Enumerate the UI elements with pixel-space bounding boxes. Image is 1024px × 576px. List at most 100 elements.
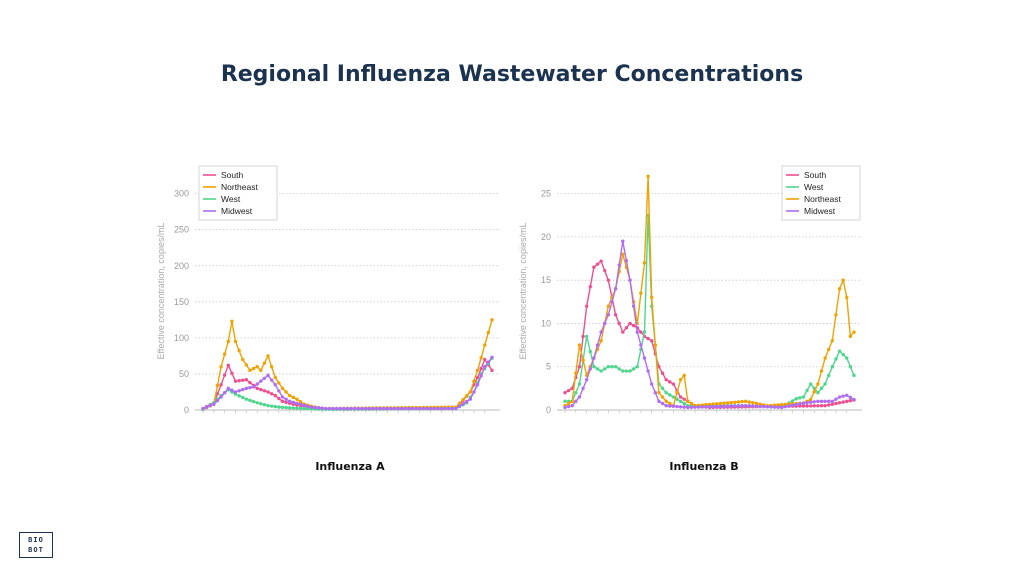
- influenza-b-plot: 0 5 10 15 20 25 Effective concentration, copie…: [518, 165, 862, 415]
- data-point: [418, 406, 422, 411]
- data-point: [385, 406, 389, 411]
- data-point: [566, 388, 571, 393]
- legend-label-northeast: Northeast: [221, 182, 258, 192]
- data-point: [288, 399, 292, 404]
- data-point: [284, 400, 288, 405]
- data-point: [486, 330, 491, 335]
- data-point: [295, 406, 299, 410]
- data-point: [259, 379, 263, 383]
- data-point: [715, 402, 719, 406]
- data-point: [288, 393, 292, 398]
- data-point: [483, 357, 487, 362]
- data-point: [222, 390, 227, 395]
- data-point: [563, 390, 567, 395]
- data-point: [563, 399, 567, 404]
- data-point: [671, 382, 676, 386]
- legend-label-west: West: [804, 182, 824, 192]
- data-point: [204, 405, 209, 409]
- data-point: [668, 380, 672, 384]
- data-point: [284, 397, 288, 401]
- y-tick-label: 0: [546, 405, 551, 415]
- data-point: [584, 334, 589, 339]
- data-point: [259, 368, 263, 373]
- legend-label-south: South: [221, 170, 243, 180]
- data-point: [845, 356, 849, 360]
- data-point: [700, 405, 704, 409]
- data-point: [761, 404, 766, 409]
- data-point: [621, 239, 625, 243]
- data-point: [566, 404, 571, 409]
- data-point: [241, 378, 245, 382]
- data-point: [664, 378, 668, 382]
- data-point: [490, 368, 494, 373]
- data-point: [334, 406, 339, 411]
- data-point: [657, 390, 661, 395]
- data-point: [215, 383, 220, 388]
- data-point: [610, 365, 614, 369]
- data-point: [606, 278, 611, 282]
- data-point: [457, 401, 462, 406]
- data-point: [230, 319, 234, 323]
- data-point: [765, 405, 769, 409]
- data-point: [269, 378, 274, 382]
- data-point: [646, 174, 650, 179]
- data-point: [668, 393, 672, 397]
- data-point: [606, 365, 611, 369]
- data-point: [642, 330, 647, 334]
- data-point: [733, 404, 737, 408]
- data-point: [465, 399, 469, 404]
- data-point: [262, 376, 267, 380]
- logo-line-2: BOT: [28, 546, 44, 554]
- data-point: [628, 321, 632, 326]
- data-point: [664, 399, 668, 404]
- data-point: [577, 365, 582, 369]
- data-point: [237, 394, 241, 398]
- data-point: [259, 387, 263, 392]
- series-line-south: [202, 358, 493, 410]
- data-point: [226, 363, 230, 367]
- data-point: [577, 382, 582, 386]
- data-point: [711, 404, 715, 409]
- data-point: [468, 397, 473, 401]
- data-point: [834, 313, 838, 317]
- data-point: [363, 406, 368, 411]
- data-point: [642, 356, 647, 360]
- legend-label-midwest: Midwest: [221, 206, 253, 216]
- data-point: [729, 400, 733, 405]
- data-point: [660, 386, 665, 391]
- data-point: [309, 405, 314, 409]
- data-point: [212, 402, 216, 406]
- data-point: [367, 406, 371, 411]
- data-point: [266, 373, 270, 378]
- y-axis-label: Effective concentration, copies/mL: [156, 223, 166, 360]
- data-point: [747, 400, 751, 404]
- data-point: [277, 389, 281, 393]
- data-point: [682, 397, 686, 401]
- data-point: [237, 348, 241, 353]
- data-point: [841, 400, 845, 404]
- data-point: [823, 356, 827, 360]
- data-point: [794, 402, 798, 407]
- data-point: [222, 373, 227, 377]
- y-tick-label: 100: [174, 333, 189, 343]
- data-point: [808, 400, 813, 404]
- data-point: [233, 339, 238, 344]
- data-point: [215, 398, 220, 403]
- data-point: [266, 390, 270, 394]
- data-point: [758, 404, 762, 409]
- data-point: [639, 330, 643, 334]
- data-point: [606, 313, 611, 317]
- data-point: [262, 403, 267, 407]
- data-point: [639, 291, 643, 295]
- series-midwest: [563, 239, 856, 410]
- data-point: [725, 404, 730, 408]
- data-point: [566, 401, 571, 406]
- data-point: [664, 403, 668, 408]
- data-point: [208, 403, 212, 408]
- data-point: [581, 358, 585, 362]
- y-tick-label: 250: [174, 225, 189, 235]
- data-point: [603, 321, 607, 326]
- data-point: [823, 403, 827, 408]
- data-point: [439, 406, 444, 411]
- data-point: [266, 403, 270, 408]
